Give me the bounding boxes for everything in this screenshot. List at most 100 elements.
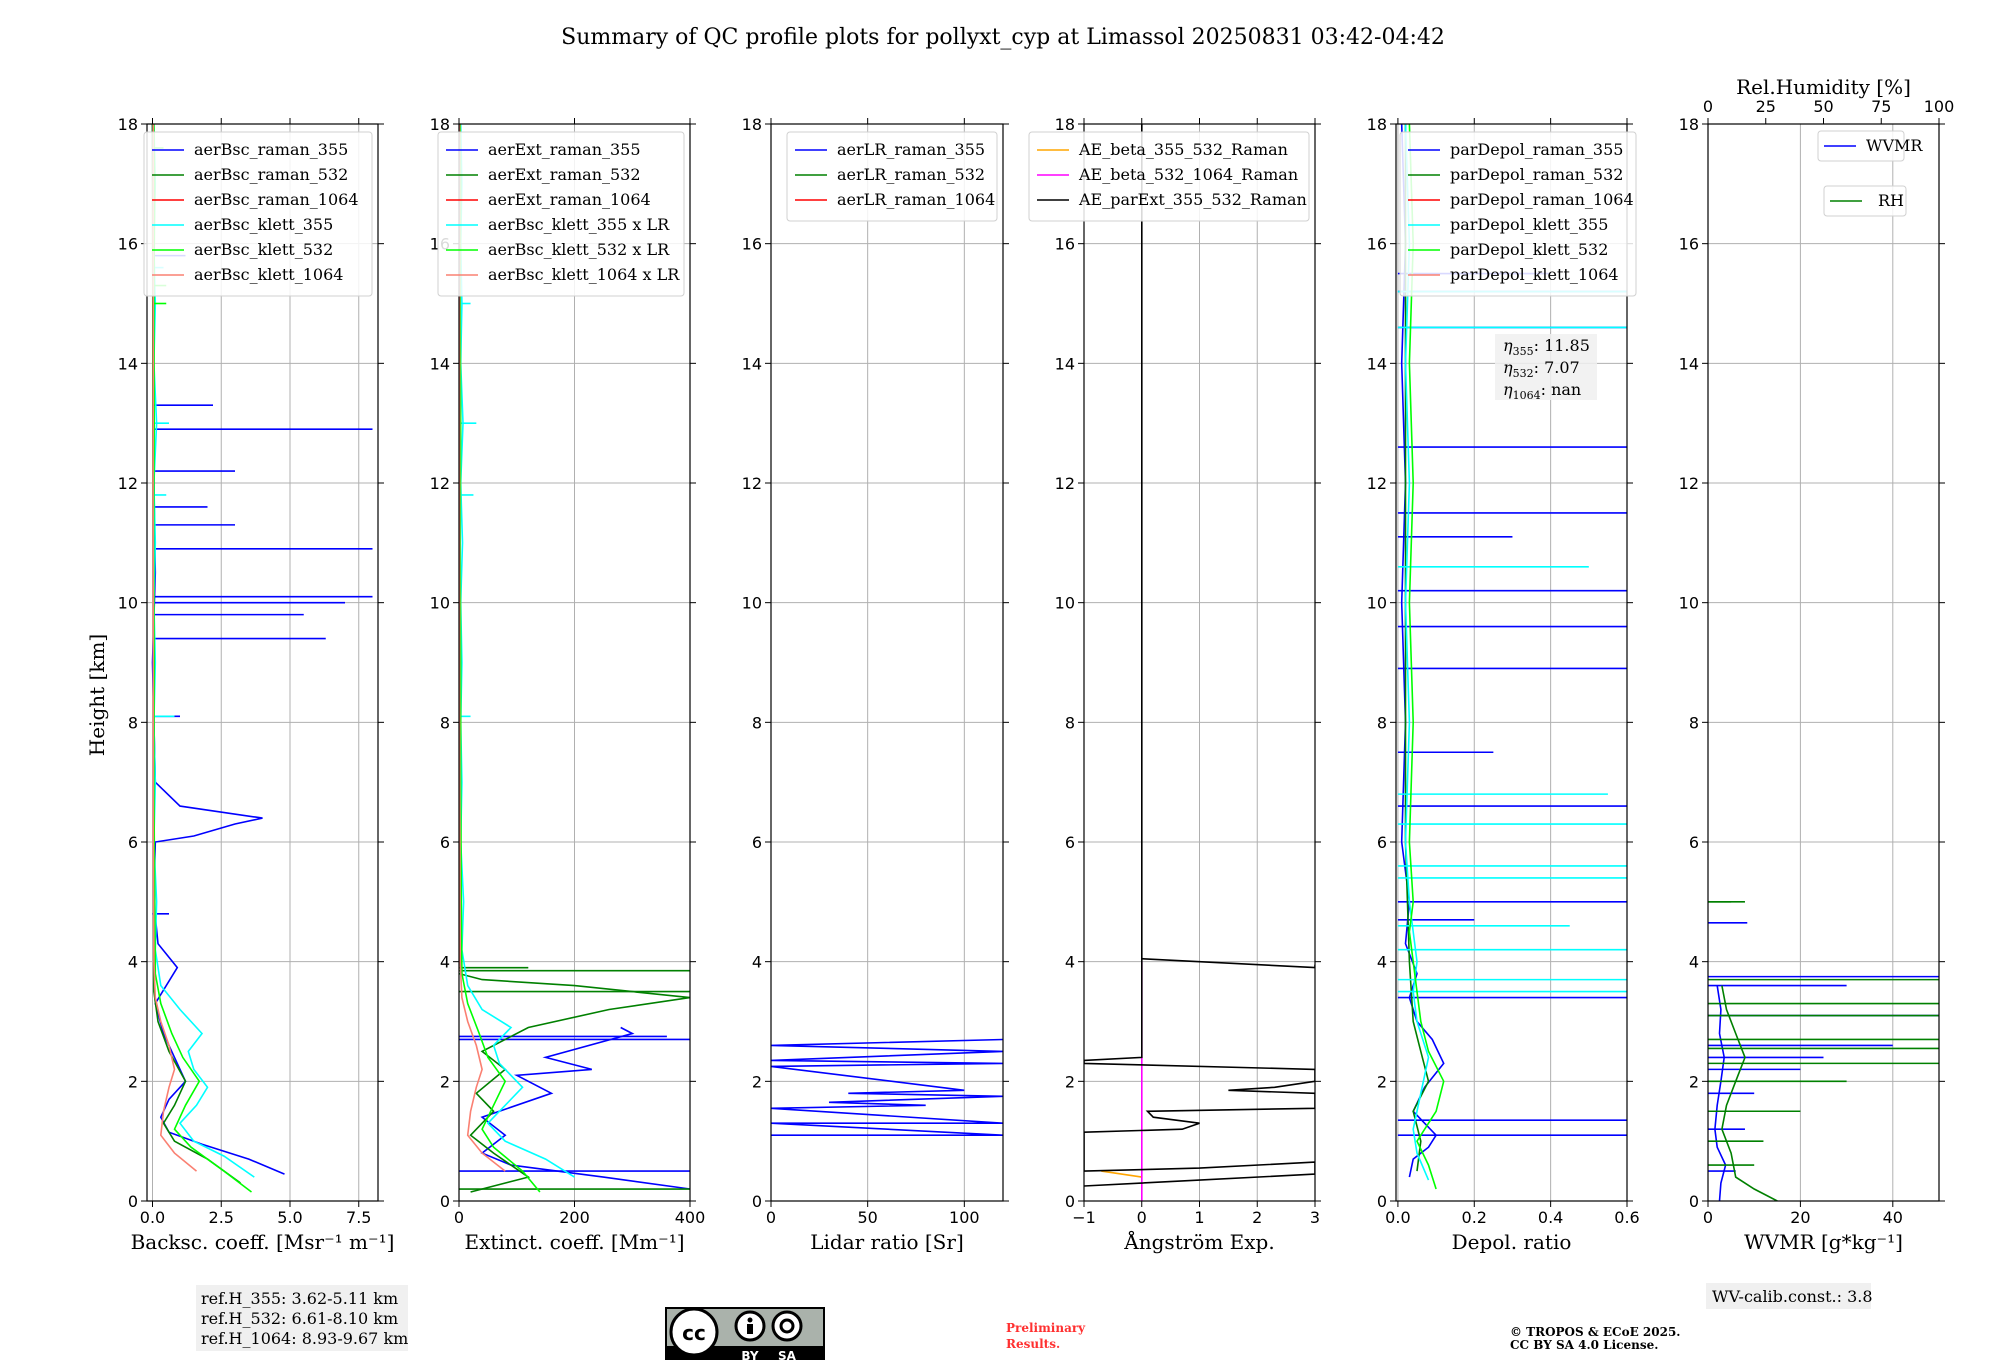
cc-license-badge: cc BY SA (665, 1307, 825, 1360)
sa-label: SA (778, 1349, 797, 1360)
axes-frame (146, 123, 379, 1202)
y-tick-label: 14 (118, 354, 138, 373)
y-tick-label: 0 (752, 1192, 762, 1211)
series-line-RH (1721, 985, 1778, 1201)
y-tick-label: 0 (1689, 1192, 1699, 1211)
panel-lr: 0 50 100 0 2 4 6 8 10 12 14 16 18 Lidar ratio [Sr] aer… (742, 115, 1009, 1254)
legend-label: aerExt_raman_355 (488, 140, 641, 159)
y-tick-label: 8 (128, 713, 138, 732)
y-tick-label: 10 (430, 594, 450, 613)
y-tick-label: 8 (752, 713, 762, 732)
x-axis-label: Depol. ratio (1452, 1230, 1572, 1254)
y-tick-label: 12 (118, 474, 138, 493)
legend-label: aerBsc_klett_532 (194, 240, 333, 259)
y-tick-label: 12 (1679, 474, 1699, 493)
x2-tick-label: 100 (1924, 97, 1955, 116)
figure-title: Summary of QC profile plots for pollyxt_… (561, 25, 1445, 50)
eta-1064: η1064: nan (1503, 380, 1581, 402)
series-line-parDepol_klett_532 (1408, 124, 1445, 1190)
y-axis-label: Height [km] (85, 634, 109, 756)
x-tick-label: 3 (1310, 1208, 1320, 1227)
legend-label: parDepol_raman_1064 (1450, 190, 1634, 209)
legend-label: aerBsc_klett_532 x LR (488, 240, 670, 259)
legend: parDepol_raman_355 parDepol_raman_532 parD… (1399, 131, 1637, 297)
series-line-aerLR_raman_355 (771, 1038, 1003, 1136)
series-group (459, 124, 690, 1193)
panel-depol: 0.0 0.2 0.4 0.6 0 2 4 6 8 10 12 14 16 18 Depol. ratio p… (1367, 115, 1640, 1254)
legend: WVMR (1817, 130, 1923, 162)
x-tick-label: 5.0 (277, 1208, 302, 1227)
x-axis-label: Ångström Exp. (1123, 1229, 1274, 1254)
y-tick-label: 4 (1377, 953, 1387, 972)
y-tick-label: 12 (1367, 474, 1387, 493)
y-tick-label: 0 (440, 1192, 450, 1211)
y-tick-label: 2 (1689, 1072, 1699, 1091)
preliminary-line-2: Results. (1006, 1337, 1060, 1351)
x-tick-label: 1 (1194, 1208, 1204, 1227)
legend-label: parDepol_raman_355 (1450, 140, 1623, 159)
axes-frame (1395, 123, 1628, 1202)
y-tick-label: 10 (1055, 594, 1075, 613)
y-tick-label: 18 (1679, 115, 1699, 134)
ref-height-532: ref.H_532: 6.61-8.10 km (201, 1309, 398, 1328)
series-line-aerExt_raman_355 (480, 1026, 690, 1190)
series-line-AE_beta_355_532_Raman (1101, 1170, 1142, 1178)
legend-label: AE_parExt_355_532_Raman (1078, 190, 1307, 209)
series-line-aerBsc_klett_1064 x LR (459, 124, 506, 1172)
legend: RH (1823, 185, 1907, 217)
x-tick-label: 2.5 (209, 1208, 234, 1227)
y-tick-label: 14 (742, 354, 762, 373)
y-tick-label: 14 (1367, 354, 1387, 373)
eta-355: η355: 11.85 (1503, 336, 1590, 358)
legend-label: aerLR_raman_355 (837, 140, 985, 159)
panel-ext: 0200400024681012141618Extinct. coeff. [M… (430, 115, 706, 1254)
legend-label: parDepol_klett_1064 (1450, 265, 1619, 284)
legend-label: aerBsc_raman_532 (194, 165, 348, 184)
y-tick-label: 4 (1689, 953, 1699, 972)
y-tick-label: 4 (440, 953, 450, 972)
y-tick-label: 14 (1679, 354, 1699, 373)
legend-label: aerBsc_klett_355 (194, 215, 333, 234)
y-tick-label: 4 (752, 953, 762, 972)
y-tick-label: 16 (118, 235, 138, 254)
x-tick-label: 400 (675, 1208, 706, 1227)
series-group (1708, 901, 1939, 1201)
legend-label: parDepol_raman_532 (1450, 165, 1623, 184)
legend-label: aerLR_raman_1064 (837, 190, 995, 209)
x2-axis-label: Rel.Humidity [%] (1736, 75, 1911, 99)
axes-frame (770, 123, 1004, 1202)
legend-label: aerBsc_raman_355 (194, 140, 348, 159)
y-tick-label: 12 (1055, 474, 1075, 493)
eta-annotation: η355: 11.85 η532: 7.07 η1064: nan (1495, 334, 1597, 402)
y-tick-label: 6 (1065, 833, 1075, 852)
eta-532: η532: 7.07 (1503, 358, 1580, 380)
series-line-AE_parExt_355_532_Raman (1084, 957, 1315, 1187)
x-tick-label: 100 (949, 1208, 980, 1227)
legend-label: aerExt_raman_1064 (488, 190, 651, 209)
x-axis-label: WVMR [g*kg⁻¹] (1744, 1230, 1903, 1254)
y-tick-label: 10 (742, 594, 762, 613)
y-tick-label: 18 (1055, 115, 1075, 134)
legend-label: aerBsc_klett_1064 x LR (488, 265, 680, 284)
series-line-parDepol_klett_355 (1404, 124, 1430, 1181)
y-tick-label: 14 (430, 354, 450, 373)
ref-height-box: ref.H_355: 3.62-5.11 km ref.H_532: 6.61-… (196, 1285, 408, 1351)
y-tick-label: 2 (440, 1072, 450, 1091)
series-line-aerBsc_klett_532 x LR (459, 124, 541, 1193)
series-line-aerBsc_raman_532 (151, 124, 241, 1184)
x-tick-label: 2 (1252, 1208, 1262, 1227)
legend-label: aerBsc_raman_1064 (194, 190, 359, 209)
sa-icon (771, 1310, 803, 1342)
y-tick-label: 6 (1689, 833, 1699, 852)
y-tick-label: 18 (430, 115, 450, 134)
y-tick-label: 12 (742, 474, 762, 493)
y-tick-label: 4 (128, 953, 138, 972)
x-axis-label: Extinct. coeff. [Mm⁻¹] (464, 1230, 684, 1254)
y-tick-label: 2 (752, 1072, 762, 1091)
by-label: BY (741, 1349, 758, 1360)
series-line-parDepol_raman_532 (1404, 124, 1430, 1172)
x-axis-label: Backsc. coeff. [Msr⁻¹ m⁻¹] (131, 1230, 395, 1254)
